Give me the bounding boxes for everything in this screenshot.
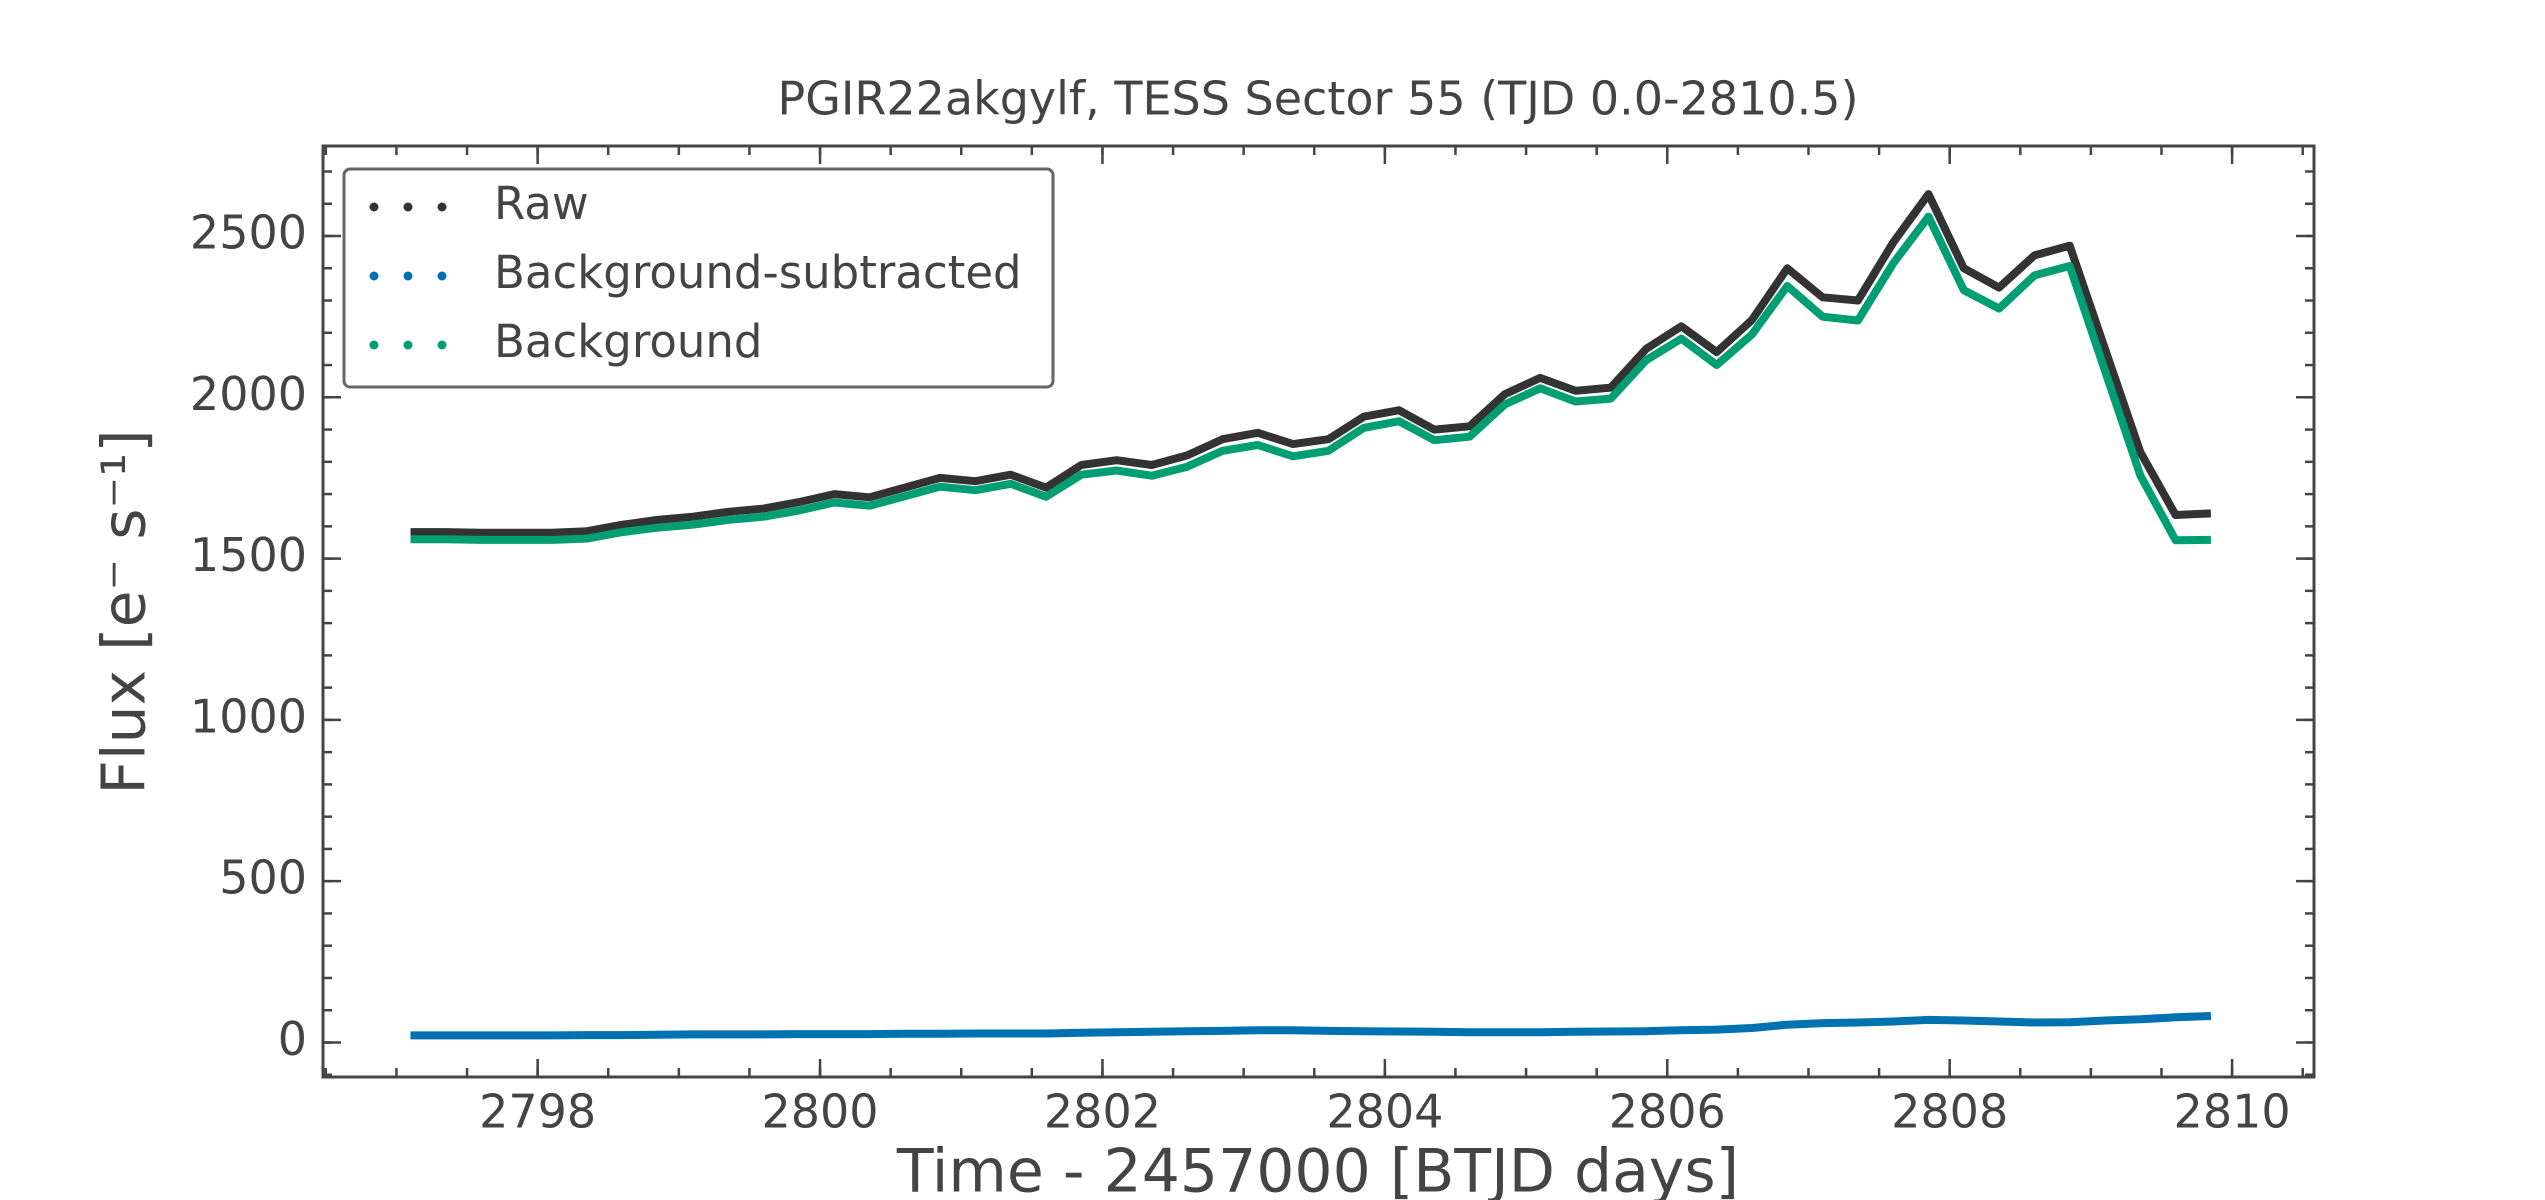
series-line [410,1012,2212,1040]
plot-frame [321,144,2316,1079]
y-axis-label: Flux [e⁻ s⁻¹] [90,429,160,794]
chart-title: PGIR22akgylf, TESS Sector 55 (TJD 0.0-28… [777,72,1858,126]
x-axis-label: Time - 2457000 [BTJD days] [896,1137,1739,1200]
y-tick-label: 2500 [190,206,307,260]
x-tick-label: 2810 [2174,1085,2291,1139]
x-tick-label: 2804 [1326,1085,1443,1139]
legend-marker [437,340,447,350]
legend-label: Raw [494,177,589,230]
legend-marker [437,271,447,281]
y-tick-label: 2000 [190,367,307,421]
y-tick-label: 1000 [190,689,307,743]
y-tick-label: 0 [278,1012,307,1066]
y-tick-label: 500 [219,851,307,905]
series-line [410,190,2212,537]
legend-label: Background [494,315,762,368]
x-tick-label: 2802 [1044,1085,1161,1139]
legend-marker [369,340,379,350]
x-tick-label: 2808 [1891,1085,2008,1139]
legend-marker [403,202,413,212]
legend-label: Background-subtracted [494,246,1022,299]
legend-marker [403,340,413,350]
legend-box [342,167,1055,389]
legend-marker [369,271,379,281]
legend-marker [403,271,413,281]
legend-marker [369,202,379,212]
x-tick-label: 2806 [1609,1085,1726,1139]
legend-marker [437,202,447,212]
x-tick-label: 2800 [762,1085,879,1139]
x-tick-label: 2798 [479,1085,596,1139]
y-tick-label: 1500 [190,528,307,582]
series-line [410,212,2211,545]
legend: Raw Background-subtracted Background [342,167,1055,389]
